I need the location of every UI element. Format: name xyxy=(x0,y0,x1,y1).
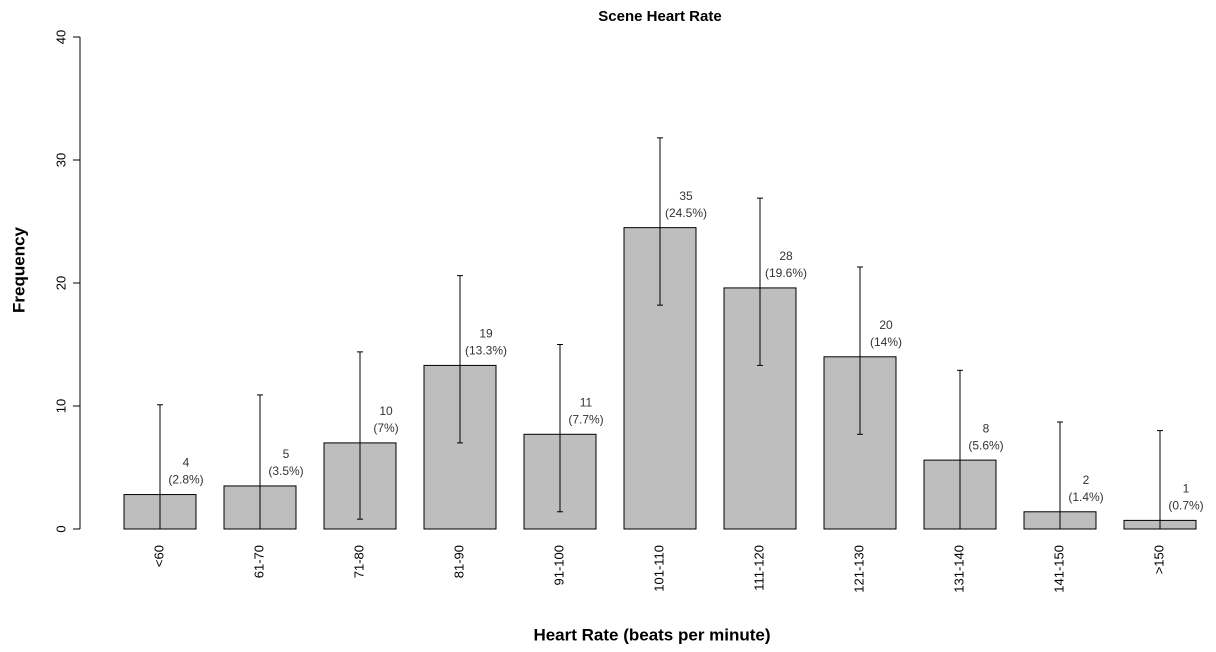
count-label: 10 xyxy=(379,404,393,418)
count-label: 8 xyxy=(983,421,990,435)
y-tick-label: 0 xyxy=(53,525,68,532)
value-label: (7.7%) xyxy=(568,412,603,426)
count-label: 20 xyxy=(879,318,893,332)
value-label: (0.7%) xyxy=(1168,499,1203,513)
x-tick-label: <60 xyxy=(151,545,166,567)
value-label: (5.6%) xyxy=(968,438,1003,452)
value-label: (13.3%) xyxy=(465,344,507,358)
count-label: 5 xyxy=(283,447,290,461)
value-label: (2.8%) xyxy=(168,473,203,487)
x-tick-label: 141-150 xyxy=(1051,545,1066,593)
y-tick-label: 30 xyxy=(53,153,68,167)
x-tick-label: 131-140 xyxy=(951,545,966,593)
x-tick-label: 81-90 xyxy=(451,545,466,578)
count-label: 4 xyxy=(183,456,190,470)
count-label: 19 xyxy=(479,327,493,341)
x-tick-label: 71-80 xyxy=(351,545,366,578)
y-tick-label: 20 xyxy=(53,276,68,290)
chart-title: Scene Heart Rate xyxy=(598,8,721,25)
x-tick-label: 61-70 xyxy=(251,545,266,578)
value-label: (3.5%) xyxy=(268,464,303,478)
value-label: (7%) xyxy=(373,421,398,435)
x-tick-label: >150 xyxy=(1151,545,1166,574)
x-tick-label: 91-100 xyxy=(551,545,566,585)
y-tick-label: 40 xyxy=(53,30,68,44)
count-label: 28 xyxy=(779,249,793,263)
value-label: (19.6%) xyxy=(765,266,807,280)
y-tick-label: 10 xyxy=(53,399,68,413)
x-tick-label: 111-120 xyxy=(751,545,766,591)
value-label: (14%) xyxy=(870,335,902,349)
value-label: (24.5%) xyxy=(665,206,707,220)
x-tick-label: 101-110 xyxy=(651,545,666,592)
count-label: 11 xyxy=(580,395,593,409)
count-label: 2 xyxy=(1083,473,1090,487)
y-axis-label: Frequency xyxy=(9,226,28,313)
x-tick-label: 121-130 xyxy=(851,545,866,593)
x-axis-label: Heart Rate (beats per minute) xyxy=(533,625,770,644)
count-label: 35 xyxy=(679,189,693,203)
value-label: (1.4%) xyxy=(1068,490,1103,504)
count-label: 1 xyxy=(1183,482,1190,496)
